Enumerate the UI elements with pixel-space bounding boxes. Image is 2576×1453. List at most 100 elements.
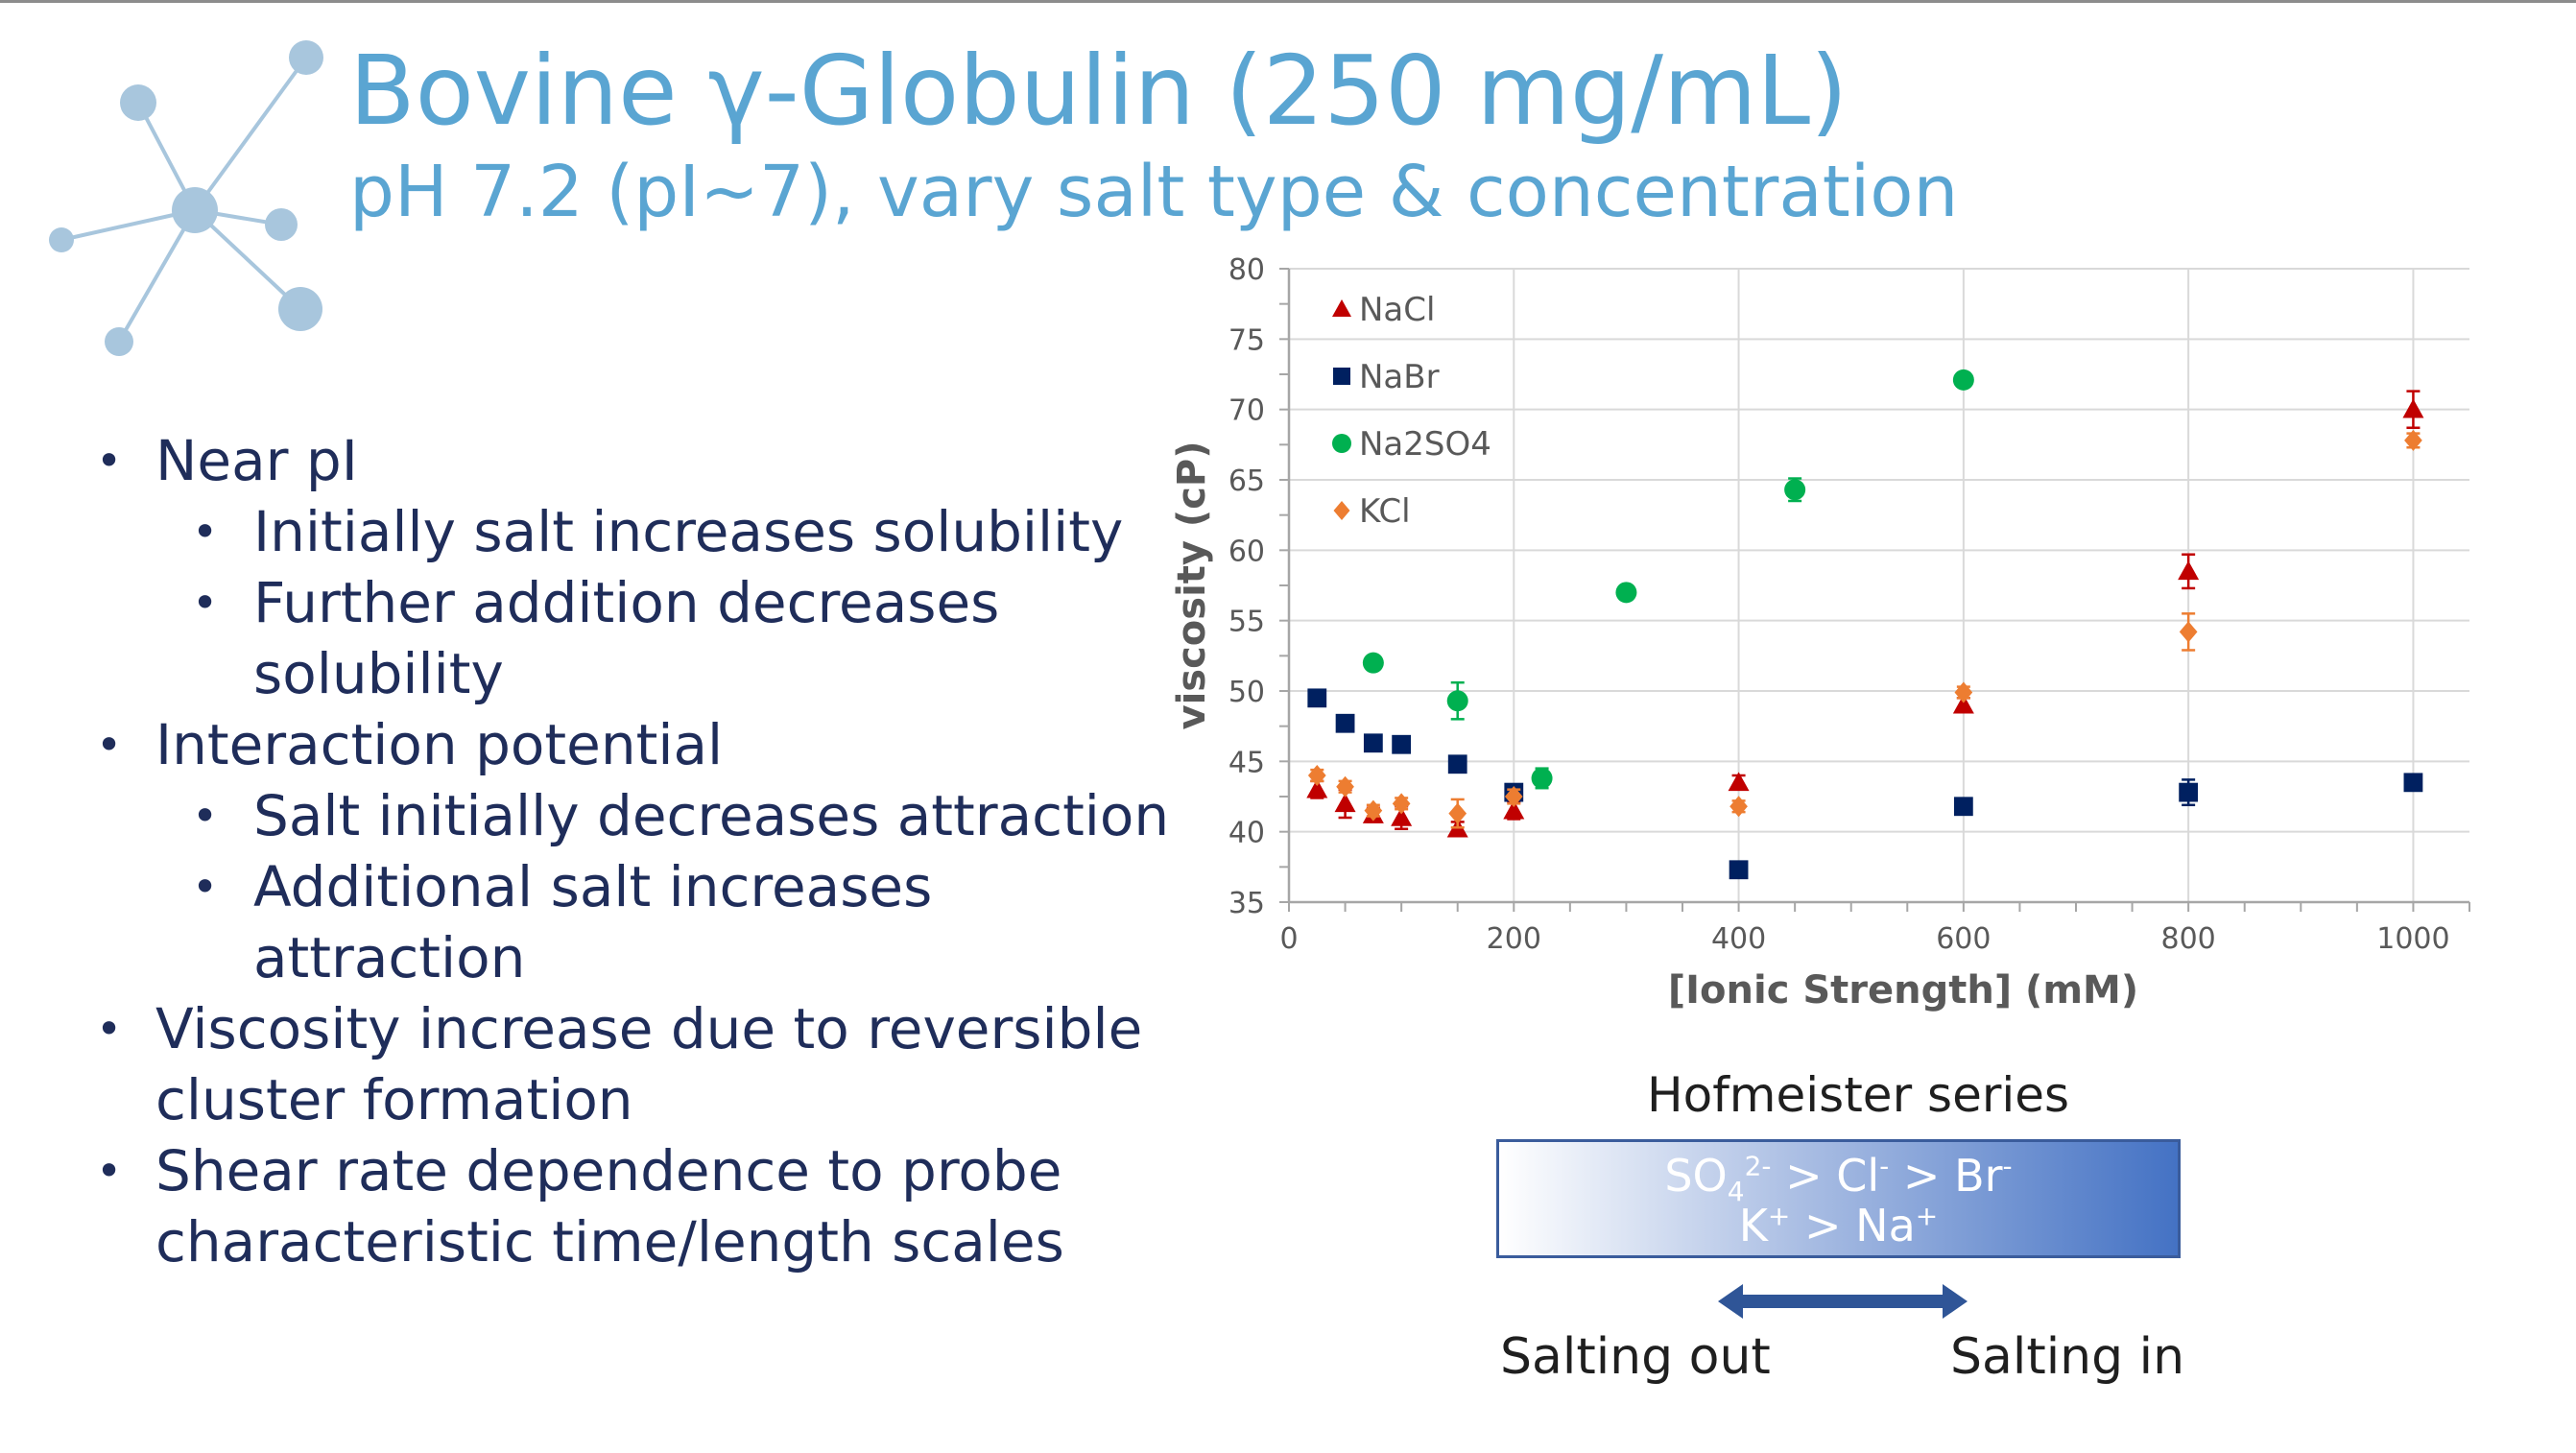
bullet-marker: • — [192, 790, 219, 842]
data-point-kcl — [1392, 793, 1411, 815]
chart-marks — [1306, 369, 2424, 880]
top-border-line — [0, 0, 2576, 3]
sulfate-subscript: 4 — [1727, 1176, 1745, 1208]
bullet-text: Additional salt increases — [253, 854, 933, 919]
chloride-superscript: - — [1879, 1150, 1890, 1182]
data-point-nacl — [1952, 694, 1974, 714]
salting-in-label: Salting in — [1950, 1328, 2185, 1386]
data-point-nacl — [1391, 807, 1413, 826]
data-point-na2so4 — [1615, 582, 1637, 604]
bullet-marker: • — [192, 506, 219, 558]
legend-label: NaBr — [1359, 358, 1440, 396]
data-point-kcl — [1504, 786, 1523, 807]
y-tick-label: 45 — [1228, 746, 1265, 779]
data-point-nacl — [1503, 799, 1525, 820]
potassium-superscript: + — [1767, 1200, 1791, 1232]
data-point-na2so4 — [1531, 767, 1553, 789]
data-point-nabr — [1953, 797, 1973, 817]
data-point-nacl — [1334, 793, 1356, 813]
legend-marker-kcl — [1333, 501, 1350, 520]
sulfate-superscript: 2- — [1744, 1150, 1772, 1182]
data-point-kcl — [1448, 802, 1467, 824]
data-point-kcl — [2404, 429, 2422, 451]
series-nabr — [1307, 688, 2423, 880]
data-point-na2so4 — [1362, 652, 1384, 674]
bullet-text: Initially salt increases solubility — [253, 499, 1124, 564]
legend-marker-na2so4 — [1332, 434, 1351, 453]
salting-out-label: Salting out — [1500, 1328, 1771, 1386]
x-tick-label: 200 — [1487, 922, 1541, 956]
y-tick-label: 50 — [1228, 676, 1265, 709]
x-tick-label: 800 — [2161, 922, 2216, 956]
chart-grid — [1288, 268, 2469, 903]
hofmeister-anion-line: SO42- > Cl- > Br- — [1499, 1150, 2178, 1207]
data-point-nabr — [1307, 688, 1327, 708]
bullet-list: • Near pI • Initially salt increases solubi… — [0, 0, 1181, 1344]
data-point-nabr — [2179, 782, 2199, 802]
bullet-text: characteristic time/length scales — [155, 1209, 1064, 1274]
data-point-kcl — [2179, 621, 2198, 643]
data-point-nacl — [1728, 772, 1750, 792]
bullet-text: solubility — [253, 641, 504, 706]
legend-marker-nabr — [1333, 368, 1350, 385]
data-point-kcl — [1954, 681, 1973, 703]
data-point-kcl — [1364, 799, 1383, 822]
bullet-marker: • — [96, 1003, 123, 1055]
legend-marker-nacl — [1332, 299, 1351, 317]
x-tick-label: 600 — [1936, 922, 1991, 956]
data-point-nacl — [2402, 398, 2424, 418]
chart-axes — [1279, 268, 2470, 912]
data-point-kcl — [1336, 775, 1354, 798]
data-point-kcl — [1307, 765, 1326, 786]
x-tick-label: 400 — [1711, 922, 1766, 956]
bromide-label: > Br — [1889, 1150, 2003, 1202]
series-na2so4 — [1362, 369, 1974, 790]
double-arrow-icon — [1718, 1284, 1968, 1319]
legend-label: NaCl — [1359, 291, 1435, 329]
bullet-marker: • — [96, 719, 123, 771]
bullet-text: Viscosity increase due to reversible — [155, 996, 1143, 1061]
chloride-label: > Cl — [1771, 1150, 1880, 1202]
bullet-marker: • — [96, 1145, 123, 1197]
bullet-text: Shear rate dependence to probe — [155, 1138, 1062, 1203]
legend-label: Na2SO4 — [1359, 425, 1491, 464]
data-point-nabr — [1729, 860, 1749, 880]
data-point-nacl — [2178, 560, 2200, 581]
bullet-marker: • — [96, 435, 123, 487]
x-tick-label: 1000 — [2376, 922, 2449, 956]
bullet-marker: • — [192, 861, 219, 913]
data-point-nacl — [1306, 778, 1328, 798]
y-tick-label: 40 — [1228, 817, 1265, 850]
sodium-superscript: + — [1915, 1200, 1939, 1232]
y-tick-label: 70 — [1228, 394, 1265, 428]
data-point-nabr — [1447, 754, 1467, 774]
chart-axis-labels: [Ionic Strength] (mM) viscosity (cP) — [1170, 441, 2138, 1012]
hofmeister-cation-line: K+ > Na+ — [1499, 1200, 2178, 1251]
x-tick-label: 0 — [1279, 922, 1298, 956]
y-axis-label: viscosity (cP) — [1170, 441, 1214, 729]
slide-subtitle: pH 7.2 (pI~7), vary salt type & concentr… — [349, 151, 1959, 233]
potassium-label: K — [1738, 1200, 1768, 1251]
hofmeister-title: Hofmeister series — [1647, 1067, 2070, 1123]
bullet-text: cluster formation — [155, 1067, 633, 1132]
bullet-text: Interaction potential — [155, 712, 724, 777]
bullet-text: Further addition decreases — [253, 570, 1000, 635]
data-point-na2so4 — [1952, 369, 1974, 391]
y-tick-label: 35 — [1228, 887, 1265, 920]
bullet-text: Near pI — [155, 428, 358, 493]
slide-title: Bovine γ-Globulin (250 mg/mL) — [349, 35, 1849, 147]
bromide-superscript: - — [2002, 1150, 2013, 1182]
bullet-text: Salt initially decreases attraction — [253, 783, 1170, 848]
x-axis-label: [Ionic Strength] (mM) — [1668, 968, 2138, 1012]
data-point-nabr — [1392, 734, 1412, 754]
bullet-text: attraction — [253, 925, 526, 990]
y-tick-label: 65 — [1228, 464, 1265, 498]
sodium-label: > Na — [1790, 1200, 1916, 1251]
legend-label: KCl — [1359, 492, 1411, 531]
y-tick-label: 55 — [1228, 606, 1265, 639]
data-point-kcl — [1729, 796, 1748, 818]
data-point-nabr — [1335, 713, 1355, 733]
chart-legend: NaCl NaBr Na2SO4 KCl — [1332, 291, 1491, 531]
y-tick-label: 80 — [1228, 253, 1265, 287]
